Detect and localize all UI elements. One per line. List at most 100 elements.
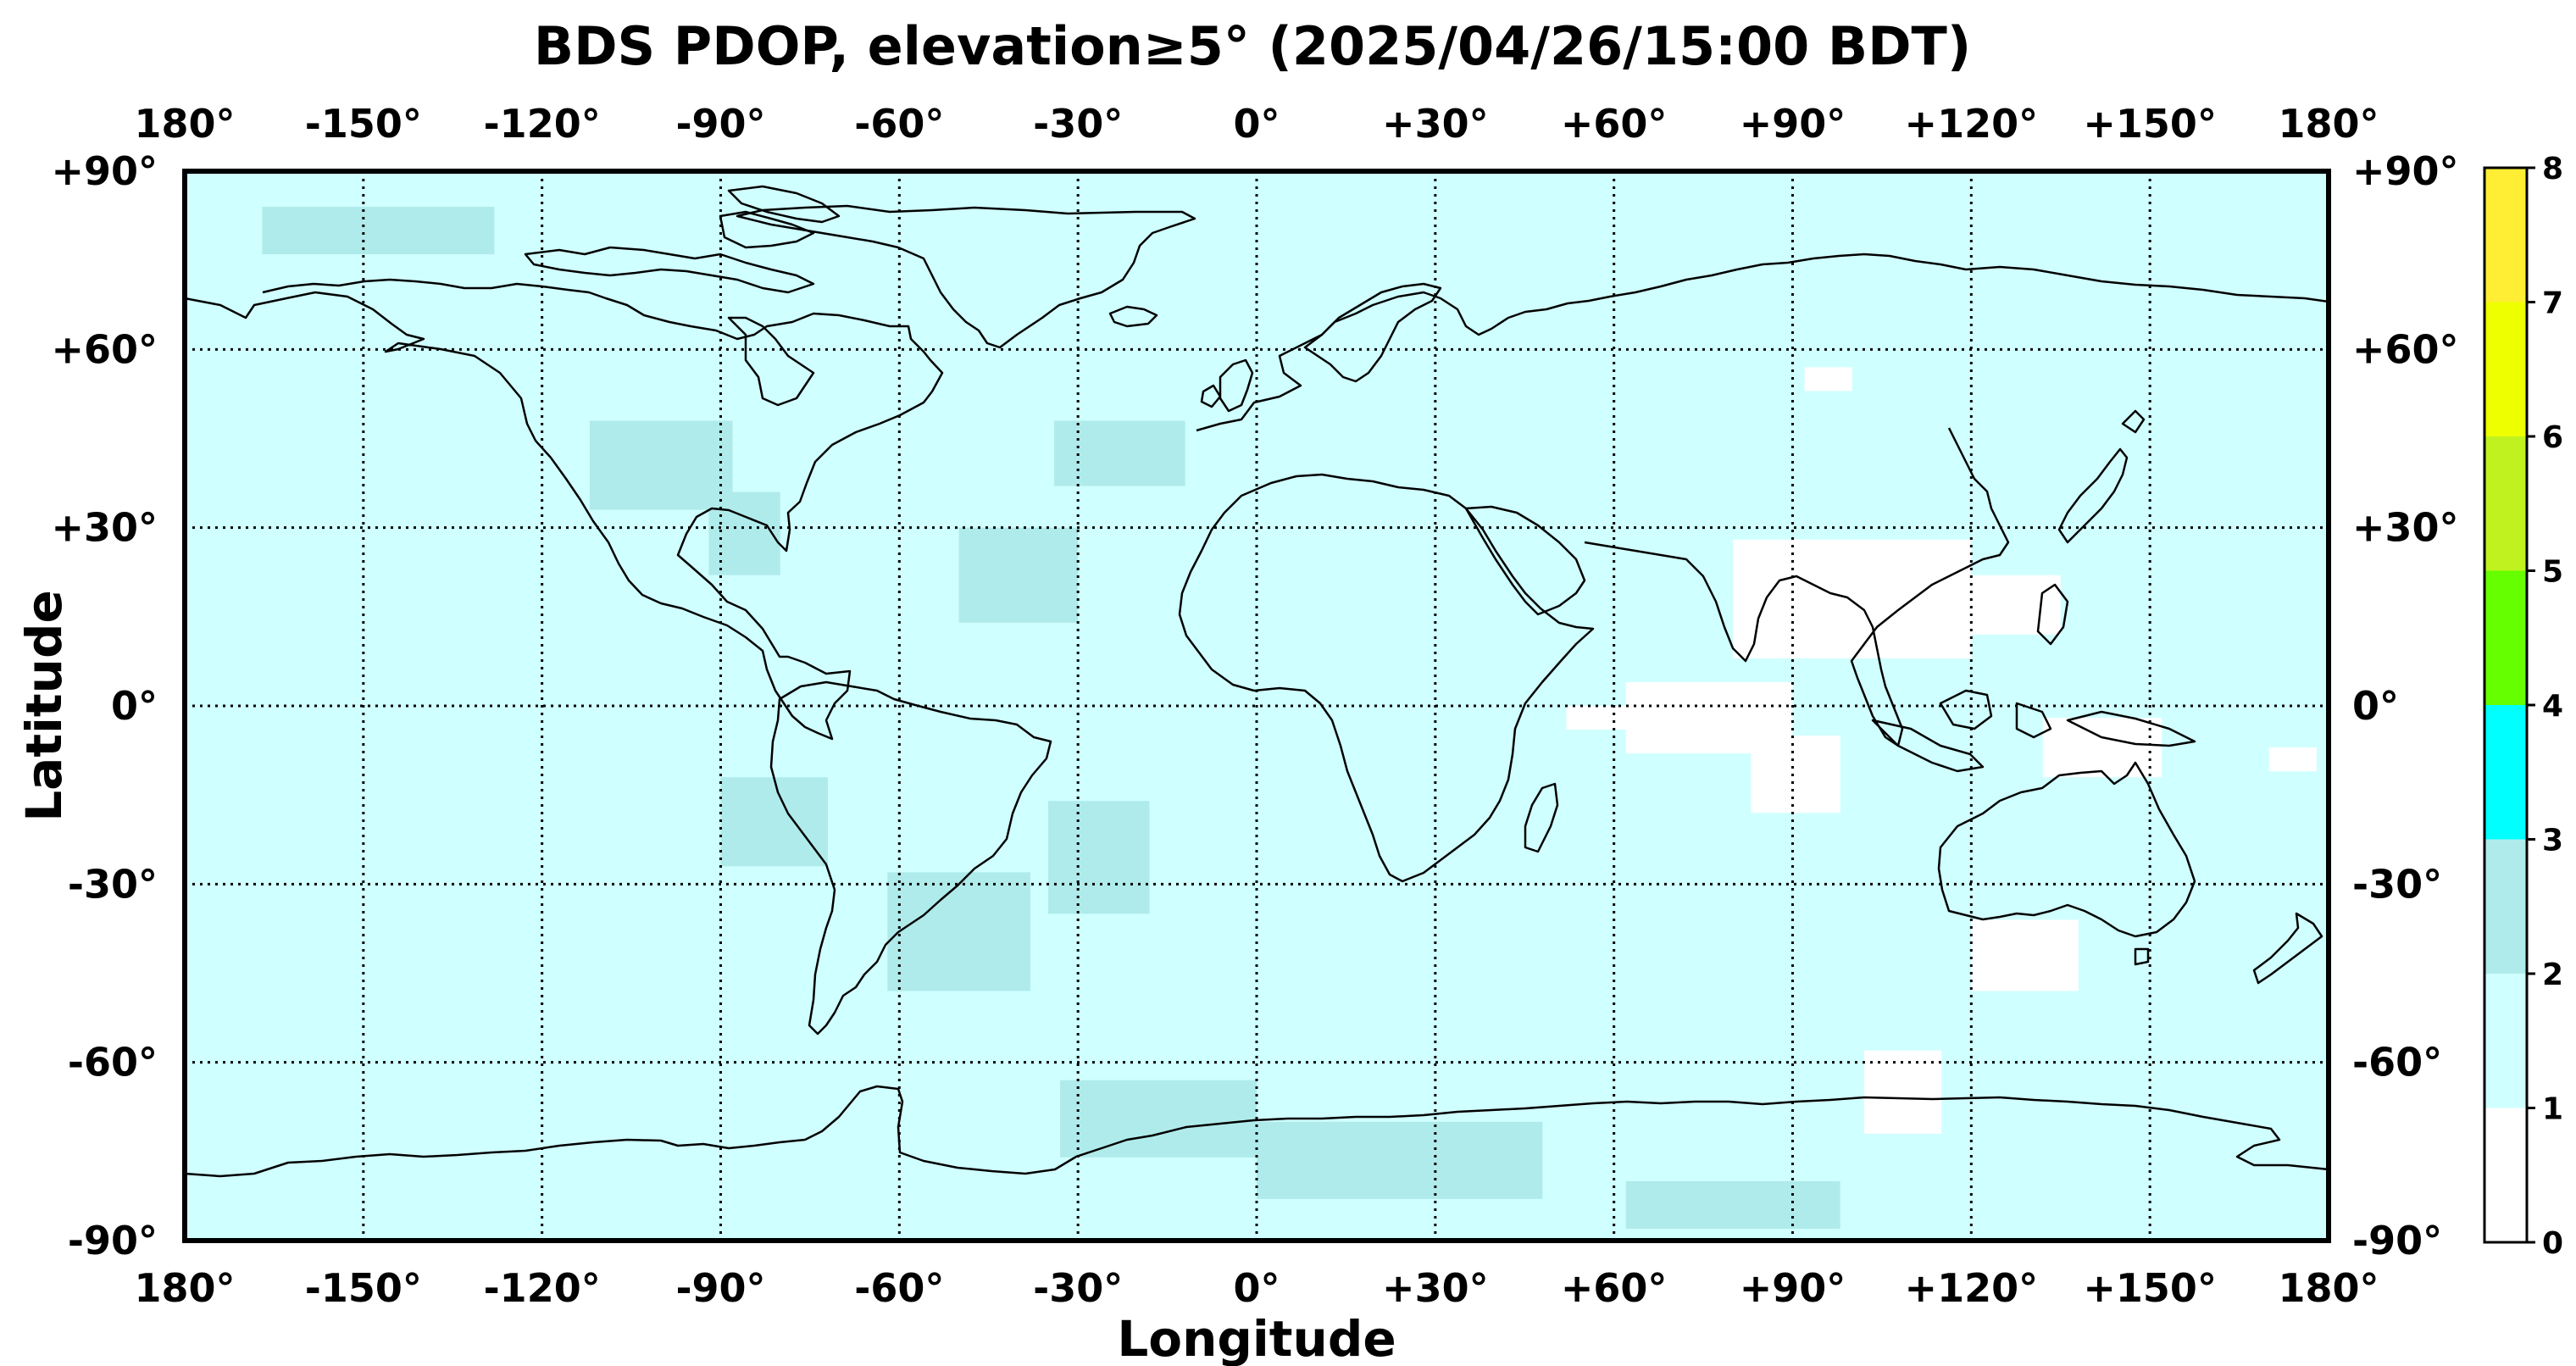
lon-tick-label-bottom: 0°	[1233, 1265, 1280, 1311]
lon-tick-label-top: -150°	[305, 101, 422, 147]
coastline-iceland	[1108, 305, 1158, 328]
lon-tick-label-top: 0°	[1233, 101, 1280, 147]
lat-tick-label-right: -30°	[2352, 861, 2442, 907]
coastline-north-america	[184, 278, 944, 741]
colorbar-tick-label: 2	[2542, 958, 2563, 992]
pdop-region-2-3	[1048, 801, 1150, 914]
map-title: BDS PDOP, elevation≥5° (2025/04/26/15:00…	[534, 15, 1971, 77]
colorbar-tick-label: 1	[2542, 1092, 2563, 1127]
lon-tick-label-bottom: -120°	[484, 1265, 601, 1311]
lon-tick-label-top: +150°	[2083, 101, 2217, 147]
pdop-region-2-3	[1060, 1080, 1257, 1158]
lon-tick-label-top: +120°	[1905, 101, 2039, 147]
coastline-greenland	[736, 204, 1196, 349]
colorbar-tick-label: 5	[2542, 555, 2563, 590]
lat-tick-label-left: -60°	[68, 1040, 158, 1086]
colorbar-bin	[2484, 436, 2527, 571]
coastline-antarctica	[184, 1085, 2329, 1178]
coastline-hudson-bay	[727, 316, 815, 407]
pdop-region-0-1	[1804, 367, 1852, 391]
lat-tick-label-left: +90°	[51, 148, 158, 194]
lon-tick-label-bottom: +120°	[1905, 1265, 2039, 1311]
coastline-south-america	[769, 680, 1052, 1036]
colorbar-bin	[2484, 570, 2527, 705]
lon-tick-label-bottom: +150°	[2083, 1265, 2217, 1311]
coastline-eurasia	[1196, 253, 2329, 432]
pdop-region-0-1	[1751, 736, 1840, 813]
lon-tick-label-bottom: +30°	[1382, 1265, 1489, 1311]
lon-tick-label-top: 180°	[2278, 101, 2379, 147]
colorbar-bins	[2484, 168, 2527, 1242]
pdop-region-0-1	[1863, 1050, 1942, 1134]
lon-tick-label-top: +90°	[1740, 101, 1846, 147]
lon-tick-label-top: 180°	[134, 101, 235, 147]
lat-tick-label-right: +30°	[2352, 505, 2459, 551]
lon-tick-label-bottom: +60°	[1561, 1265, 1668, 1311]
lat-tick-label-right: -90°	[2352, 1218, 2442, 1263]
lon-tick-label-bottom: +90°	[1740, 1265, 1846, 1311]
lon-tick-label-top: -30°	[1033, 101, 1123, 147]
pdop-regions	[262, 207, 2317, 1229]
lon-tick-label-bottom: 180°	[134, 1265, 235, 1311]
colorbar-ticks: 0 1 2 3 4 5 6 7 8	[2527, 152, 2563, 1261]
lon-tick-label-top: -60°	[854, 101, 944, 147]
pdop-region-0-1	[1971, 575, 2061, 635]
lat-tick-label-left: +30°	[51, 505, 158, 551]
lat-tick-label-left: -30°	[68, 861, 158, 907]
lat-tick-label-left: 0°	[111, 683, 158, 729]
coastlines	[184, 185, 2329, 1178]
lat-tick-label-right: 0°	[2352, 683, 2399, 729]
x-axis-label: Longitude	[1117, 1310, 1396, 1366]
pdop-region-2-3	[708, 491, 780, 575]
lon-tick-label-bottom: -30°	[1033, 1265, 1123, 1311]
colorbar: 0 1 2 3 4 5 6 7 8	[2483, 152, 2563, 1261]
coastline-arctic-islands	[524, 185, 841, 294]
pdop-region-2-3	[262, 207, 495, 255]
pdop-region-2-3	[720, 777, 828, 867]
lon-tick-label-bottom: 180°	[2278, 1265, 2379, 1311]
lat-tick-label-left: +60°	[51, 326, 158, 372]
pdop-region-2-3	[1625, 1180, 1840, 1229]
coastline-british-isles	[1200, 358, 1254, 413]
map-frame	[182, 169, 2331, 1243]
map-panel	[182, 169, 2331, 1243]
coastline-new-zealand	[2134, 912, 2323, 985]
coastline-madagascar	[1524, 782, 1559, 853]
colorbar-tick-label: 6	[2542, 420, 2563, 455]
colorbar-tick-label: 4	[2542, 689, 2563, 724]
pdop-region-2-3	[1054, 420, 1185, 486]
lat-tick-label-left: -90°	[68, 1218, 158, 1263]
lat-tick-label-right: +90°	[2352, 148, 2459, 194]
lon-tick-label-top: -90°	[675, 101, 765, 147]
lon-tick-label-bottom: -60°	[854, 1265, 944, 1311]
lon-tick-label-bottom: -90°	[675, 1265, 765, 1311]
lon-tick-label-top: -120°	[484, 101, 601, 147]
coastline-scandinavia	[1303, 282, 1442, 383]
colorbar-tick-label: 0	[2542, 1226, 2563, 1261]
colorbar-tick-label: 8	[2542, 152, 2563, 186]
pdop-region-2-3	[887, 872, 1030, 991]
lat-tick-label-right: +60°	[2352, 326, 2459, 372]
pdop-region-0-1	[2268, 747, 2317, 772]
pdop-region-0-1	[1971, 919, 2079, 991]
graticule	[185, 171, 2329, 1241]
colorbar-bin	[2484, 705, 2527, 840]
pdop-region-2-3	[1257, 1121, 1543, 1199]
colorbar-tick-label: 3	[2542, 824, 2563, 858]
lon-tick-label-top: +60°	[1561, 101, 1668, 147]
pdop-region-0-1	[1566, 706, 1644, 730]
coastline-australia	[1937, 761, 2196, 938]
axis-tick-labels: 180° 180° -150° -150° -120° -120° -90° -90° -60°…	[51, 101, 2458, 1311]
lon-tick-label-top: +30°	[1382, 101, 1489, 147]
colorbar-bin	[2484, 168, 2527, 303]
pdop-region-2-3	[958, 527, 1079, 623]
pdop-region-0-1	[1733, 539, 1972, 658]
colorbar-bin	[2484, 302, 2527, 436]
coastline-south-asia	[1464, 427, 2010, 747]
pdop-region-0-1	[2042, 718, 2162, 778]
colorbar-bin	[2484, 974, 2527, 1108]
colorbar-bin	[2484, 839, 2527, 974]
lat-tick-label-right: -60°	[2352, 1040, 2442, 1086]
colorbar-bin	[2484, 1108, 2527, 1242]
